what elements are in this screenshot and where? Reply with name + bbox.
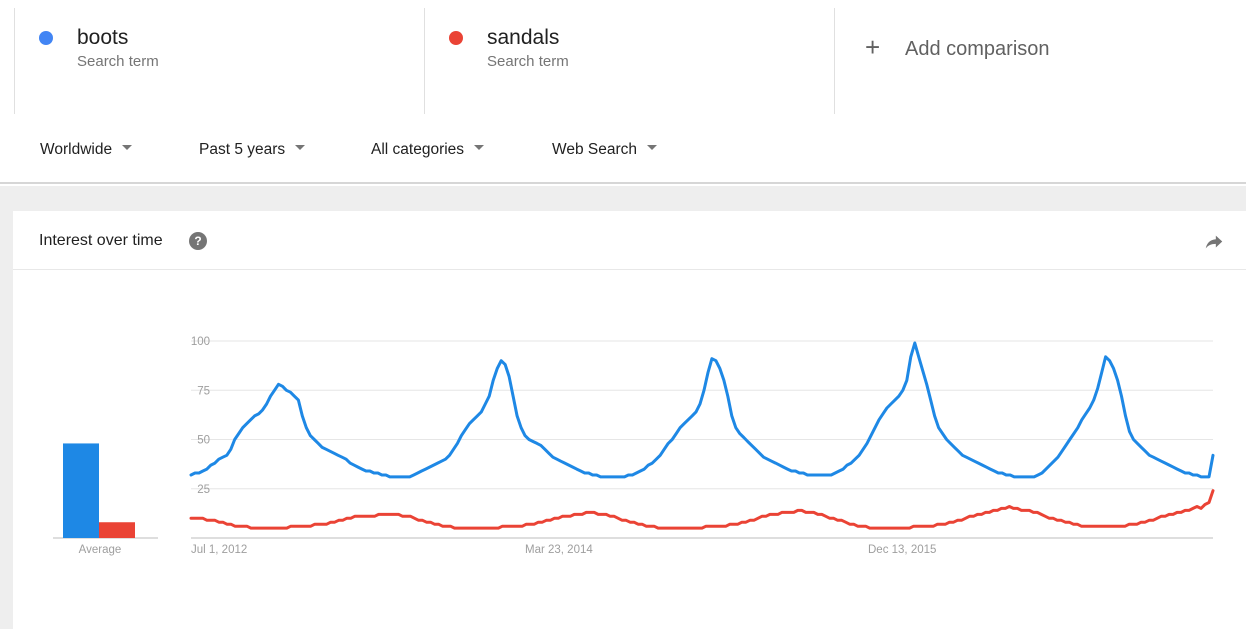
average-bar-boots (63, 443, 99, 538)
line-chart: Average 25 50 75 100 Jul 1, 2012 Mar 23, 201… (53, 336, 1215, 556)
share-arrow-icon[interactable] (1203, 231, 1225, 253)
x-tick-label: Jul 1, 2012 (191, 544, 247, 556)
caret-down-icon (647, 145, 658, 151)
add-comparison-button[interactable]: + Add comparison (834, 8, 1246, 114)
series-color-dot (39, 31, 53, 45)
add-comparison-label: Add comparison (905, 38, 1050, 60)
caret-down-icon (474, 145, 485, 151)
chart-gridlines: 25 50 75 100 (191, 336, 1213, 539)
category-dropdown[interactable]: All categories (371, 141, 485, 159)
x-tick-label: Dec 13, 2015 (868, 544, 936, 556)
time-range-label: Past 5 years (199, 141, 286, 158)
term-type-label: Search term (77, 53, 159, 70)
time-range-dropdown[interactable]: Past 5 years (199, 141, 306, 159)
average-label: Average (79, 544, 122, 556)
search-type-label: Web Search (552, 141, 638, 158)
y-tick-label: 25 (197, 484, 210, 496)
x-axis-ticks: Jul 1, 2012 Mar 23, 2014 Dec 13, 2015 (191, 544, 936, 556)
card-title: Interest over time (39, 232, 163, 249)
series-line-boots (189, 341, 1215, 479)
average-bar-group: Average (53, 443, 158, 556)
term-name: sandals (487, 26, 560, 49)
caret-down-icon (295, 145, 306, 151)
plus-icon: + (865, 32, 881, 62)
y-tick-label: 50 (197, 435, 210, 447)
category-label: All categories (371, 141, 465, 158)
series-color-dot (449, 31, 463, 45)
term-card-sandals[interactable]: sandals Search term (424, 8, 834, 114)
search-type-dropdown[interactable]: Web Search (552, 141, 658, 159)
filter-bar: Worldwide Past 5 years All categories We… (0, 116, 1246, 184)
x-tick-label: Mar 23, 2014 (525, 544, 593, 556)
compare-bar: boots Search term sandals Search term + … (0, 0, 1246, 116)
series-line-sandals (189, 489, 1215, 530)
term-type-label: Search term (487, 53, 569, 70)
y-tick-label: 100 (191, 336, 210, 348)
region-label: Worldwide (40, 141, 113, 158)
average-bar-sandals (99, 522, 135, 538)
term-name: boots (77, 26, 129, 49)
caret-down-icon (122, 145, 133, 151)
region-dropdown[interactable]: Worldwide (40, 141, 133, 159)
term-card-boots[interactable]: boots Search term (14, 8, 424, 114)
y-tick-label: 75 (197, 385, 210, 397)
card-header: Interest over time ? (13, 211, 1246, 270)
interest-over-time-card: Interest over time ? Average 25 50 75 100 J… (13, 211, 1246, 629)
chart-series (189, 341, 1215, 530)
question-icon[interactable]: ? (189, 232, 207, 250)
